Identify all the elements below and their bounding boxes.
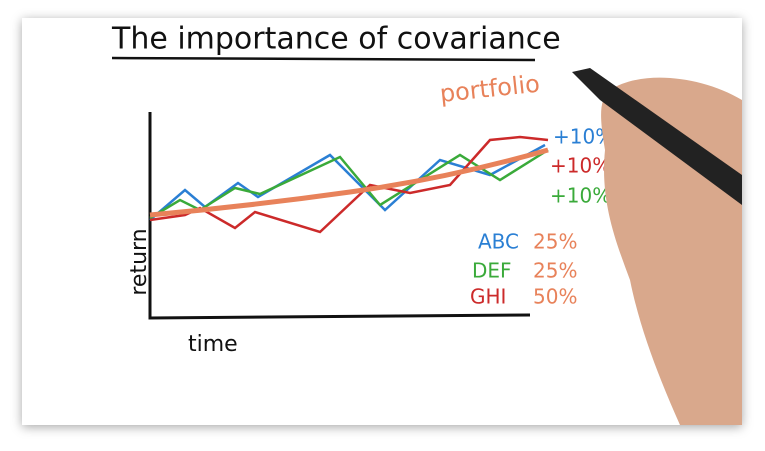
title: The importance of covariance [111, 22, 561, 57]
marker [572, 68, 742, 205]
whiteboard: The importance of covariance portfolio r… [22, 18, 742, 425]
x-axis-label: time [188, 332, 238, 357]
portfolio-label: portfolio [438, 70, 541, 108]
holding-name: ABC [478, 230, 519, 254]
axes [148, 112, 531, 320]
portfolio-line [149, 147, 549, 218]
holding-name: GHI [470, 285, 506, 309]
holding-weight: 25% [533, 230, 577, 254]
holding-name: DEF [472, 259, 512, 283]
drawing: The importance of covariance portfolio r… [111, 22, 742, 425]
title-underline [111, 56, 536, 62]
ghi-line [149, 135, 549, 234]
holding-weight: 25% [533, 259, 577, 283]
change-label: +10% [550, 184, 611, 208]
y-axis-label: return [127, 228, 152, 295]
holding-weight: 50% [533, 285, 577, 309]
change-label: +10% [550, 154, 611, 178]
